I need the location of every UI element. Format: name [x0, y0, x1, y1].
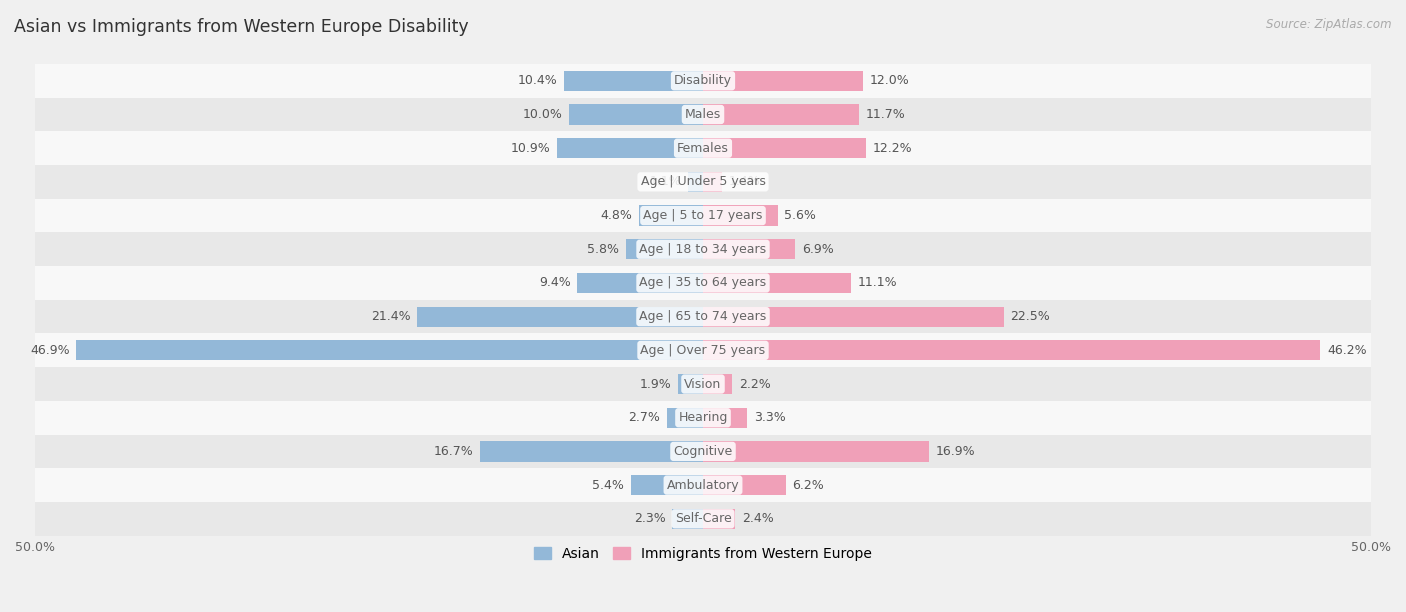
- Text: 2.2%: 2.2%: [740, 378, 770, 390]
- Text: Age | Over 75 years: Age | Over 75 years: [641, 344, 765, 357]
- Bar: [35, 300, 1371, 334]
- Bar: [35, 199, 1371, 233]
- Bar: [35, 64, 1371, 98]
- Text: 10.0%: 10.0%: [523, 108, 562, 121]
- Text: 46.9%: 46.9%: [30, 344, 70, 357]
- Text: Disability: Disability: [673, 74, 733, 88]
- Text: 1.4%: 1.4%: [728, 176, 761, 188]
- Text: 5.8%: 5.8%: [586, 243, 619, 256]
- Bar: [418, 307, 703, 327]
- Bar: [35, 233, 1371, 266]
- Bar: [703, 206, 778, 226]
- Text: 11.1%: 11.1%: [858, 277, 897, 289]
- Text: 2.3%: 2.3%: [634, 512, 665, 525]
- Bar: [703, 239, 796, 259]
- Bar: [703, 509, 735, 529]
- Bar: [35, 334, 1371, 367]
- Bar: [35, 266, 1371, 300]
- Text: 2.7%: 2.7%: [628, 411, 661, 424]
- Text: 22.5%: 22.5%: [1011, 310, 1050, 323]
- Bar: [564, 71, 703, 91]
- Text: Hearing: Hearing: [678, 411, 728, 424]
- Bar: [479, 441, 703, 461]
- Bar: [703, 408, 747, 428]
- Bar: [626, 239, 703, 259]
- Bar: [638, 206, 703, 226]
- Bar: [35, 502, 1371, 536]
- Text: 16.7%: 16.7%: [433, 445, 474, 458]
- Text: Age | Under 5 years: Age | Under 5 years: [641, 176, 765, 188]
- Text: 2.4%: 2.4%: [742, 512, 773, 525]
- Text: Ambulatory: Ambulatory: [666, 479, 740, 491]
- Bar: [35, 132, 1371, 165]
- Text: 1.9%: 1.9%: [640, 378, 671, 390]
- Bar: [678, 374, 703, 394]
- Text: Cognitive: Cognitive: [673, 445, 733, 458]
- Text: 5.4%: 5.4%: [592, 479, 624, 491]
- Text: 4.8%: 4.8%: [600, 209, 633, 222]
- Text: Males: Males: [685, 108, 721, 121]
- Bar: [35, 468, 1371, 502]
- Text: Source: ZipAtlas.com: Source: ZipAtlas.com: [1267, 18, 1392, 31]
- Bar: [703, 441, 929, 461]
- Legend: Asian, Immigrants from Western Europe: Asian, Immigrants from Western Europe: [529, 542, 877, 567]
- Bar: [703, 138, 866, 159]
- Bar: [689, 172, 703, 192]
- Bar: [557, 138, 703, 159]
- Text: 5.6%: 5.6%: [785, 209, 817, 222]
- Text: 6.2%: 6.2%: [793, 479, 824, 491]
- Bar: [631, 475, 703, 495]
- Text: Age | 35 to 64 years: Age | 35 to 64 years: [640, 277, 766, 289]
- Bar: [703, 374, 733, 394]
- Text: 10.9%: 10.9%: [510, 142, 551, 155]
- Bar: [76, 340, 703, 360]
- Bar: [703, 273, 851, 293]
- Bar: [569, 105, 703, 125]
- Text: Age | 65 to 74 years: Age | 65 to 74 years: [640, 310, 766, 323]
- Text: Females: Females: [678, 142, 728, 155]
- Text: 12.2%: 12.2%: [873, 142, 912, 155]
- Bar: [578, 273, 703, 293]
- Bar: [35, 165, 1371, 199]
- Bar: [703, 105, 859, 125]
- Text: 9.4%: 9.4%: [538, 277, 571, 289]
- Bar: [703, 172, 721, 192]
- Bar: [672, 509, 703, 529]
- Bar: [703, 71, 863, 91]
- Text: Age | 18 to 34 years: Age | 18 to 34 years: [640, 243, 766, 256]
- Text: 1.1%: 1.1%: [650, 176, 682, 188]
- Bar: [666, 408, 703, 428]
- Bar: [703, 307, 1004, 327]
- Bar: [35, 401, 1371, 435]
- Text: Vision: Vision: [685, 378, 721, 390]
- Bar: [703, 340, 1320, 360]
- Text: Age | 5 to 17 years: Age | 5 to 17 years: [644, 209, 762, 222]
- Text: 46.2%: 46.2%: [1327, 344, 1367, 357]
- Text: Asian vs Immigrants from Western Europe Disability: Asian vs Immigrants from Western Europe …: [14, 18, 468, 36]
- Bar: [35, 435, 1371, 468]
- Bar: [703, 475, 786, 495]
- Text: 3.3%: 3.3%: [754, 411, 786, 424]
- Bar: [35, 98, 1371, 132]
- Text: 6.9%: 6.9%: [801, 243, 834, 256]
- Text: 10.4%: 10.4%: [517, 74, 557, 88]
- Bar: [35, 367, 1371, 401]
- Text: 21.4%: 21.4%: [371, 310, 411, 323]
- Text: 16.9%: 16.9%: [935, 445, 976, 458]
- Text: Self-Care: Self-Care: [675, 512, 731, 525]
- Text: 11.7%: 11.7%: [866, 108, 905, 121]
- Text: 12.0%: 12.0%: [870, 74, 910, 88]
